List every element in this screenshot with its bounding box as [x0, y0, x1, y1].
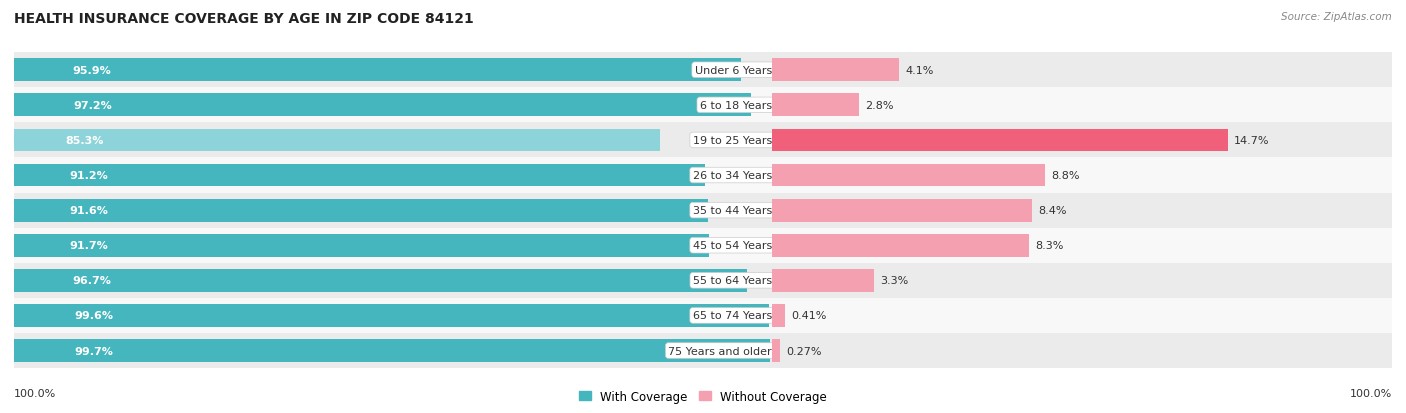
Bar	[772, 298, 1392, 333]
Bar	[14, 158, 772, 193]
Bar	[772, 193, 810, 228]
Bar	[772, 158, 1392, 193]
Text: 91.7%: 91.7%	[70, 241, 108, 251]
Bar	[14, 339, 769, 362]
Bar	[772, 88, 1392, 123]
Bar	[14, 88, 772, 123]
Bar	[772, 228, 811, 263]
Text: 8.3%: 8.3%	[1035, 241, 1064, 251]
Text: 97.2%: 97.2%	[73, 101, 111, 111]
Bar	[14, 234, 709, 257]
Bar	[772, 298, 815, 333]
Bar	[14, 53, 772, 88]
Legend: With Coverage, Without Coverage: With Coverage, Without Coverage	[579, 390, 827, 403]
Bar	[14, 123, 772, 158]
Bar	[14, 88, 772, 123]
Bar	[772, 88, 804, 123]
Text: 19 to 25 Years: 19 to 25 Years	[693, 135, 772, 146]
Bar	[772, 59, 898, 82]
Text: Under 6 Years: Under 6 Years	[695, 66, 772, 76]
Bar	[14, 129, 661, 152]
Bar	[772, 263, 1392, 298]
Text: 85.3%: 85.3%	[66, 135, 104, 146]
Text: 35 to 44 Years: 35 to 44 Years	[693, 206, 772, 216]
Bar	[14, 269, 747, 292]
Bar	[772, 158, 808, 193]
Bar	[14, 263, 772, 298]
Bar	[772, 269, 875, 292]
Bar	[14, 333, 772, 368]
Bar	[772, 263, 814, 298]
Text: 100.0%: 100.0%	[14, 388, 56, 398]
Text: 96.7%: 96.7%	[73, 275, 111, 286]
Text: HEALTH INSURANCE COVERAGE BY AGE IN ZIP CODE 84121: HEALTH INSURANCE COVERAGE BY AGE IN ZIP …	[14, 12, 474, 26]
Text: 91.2%: 91.2%	[69, 171, 108, 180]
Bar	[772, 164, 1045, 187]
Text: 65 to 74 Years: 65 to 74 Years	[693, 311, 772, 320]
Bar	[772, 53, 1392, 88]
Bar	[14, 263, 772, 298]
Text: 2.8%: 2.8%	[865, 101, 893, 111]
Bar	[772, 228, 1392, 263]
Bar	[772, 234, 1029, 257]
Text: 8.4%: 8.4%	[1039, 206, 1067, 216]
Bar	[772, 94, 859, 117]
Text: 45 to 54 Years: 45 to 54 Years	[693, 241, 772, 251]
Text: 0.41%: 0.41%	[790, 311, 827, 320]
Bar	[14, 298, 772, 333]
Text: 14.7%: 14.7%	[1234, 135, 1270, 146]
Bar	[772, 123, 806, 158]
Bar	[14, 228, 772, 263]
Bar	[772, 193, 1392, 228]
Bar	[772, 333, 1392, 368]
Bar	[14, 333, 772, 368]
Bar	[772, 333, 818, 368]
Text: 99.6%: 99.6%	[75, 311, 114, 320]
Text: 0.27%: 0.27%	[786, 346, 823, 356]
Bar	[14, 164, 706, 187]
Text: 55 to 64 Years: 55 to 64 Years	[693, 275, 772, 286]
Text: 3.3%: 3.3%	[880, 275, 908, 286]
Bar	[772, 199, 1032, 222]
Bar	[14, 304, 769, 327]
Bar	[14, 59, 741, 82]
Bar	[14, 228, 772, 263]
Text: 91.6%: 91.6%	[69, 206, 108, 216]
Bar	[14, 199, 709, 222]
Text: 75 Years and older: 75 Years and older	[668, 346, 772, 356]
Bar	[14, 298, 772, 333]
Bar	[772, 129, 1227, 152]
Text: 99.7%: 99.7%	[75, 346, 114, 356]
Bar	[14, 123, 772, 158]
Text: 95.9%: 95.9%	[72, 66, 111, 76]
Text: 26 to 34 Years: 26 to 34 Years	[693, 171, 772, 180]
Text: Source: ZipAtlas.com: Source: ZipAtlas.com	[1281, 12, 1392, 22]
Bar	[14, 193, 772, 228]
Bar	[772, 123, 1392, 158]
Bar	[14, 158, 772, 193]
Bar	[772, 304, 785, 327]
Bar	[14, 193, 772, 228]
Text: 8.8%: 8.8%	[1050, 171, 1080, 180]
Bar	[14, 94, 751, 117]
Bar	[772, 339, 780, 362]
Bar	[14, 53, 772, 88]
Text: 6 to 18 Years: 6 to 18 Years	[700, 101, 772, 111]
Text: 100.0%: 100.0%	[1350, 388, 1392, 398]
Bar	[772, 53, 803, 88]
Text: 4.1%: 4.1%	[905, 66, 934, 76]
